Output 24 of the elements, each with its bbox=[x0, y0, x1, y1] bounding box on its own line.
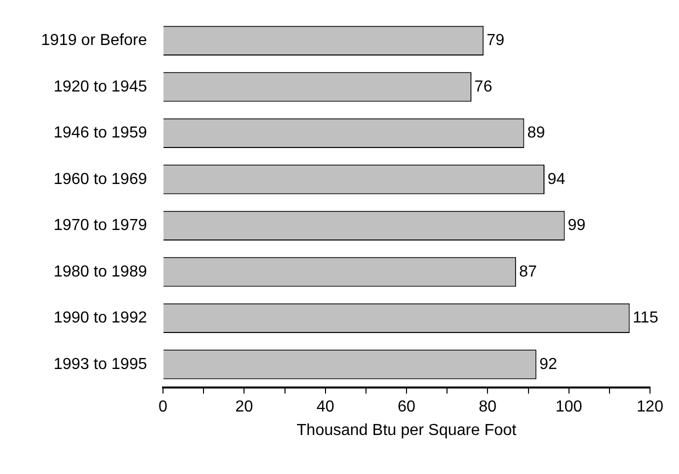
data-label: 76 bbox=[474, 78, 492, 96]
x-tick-label: 120 bbox=[636, 398, 664, 416]
y-tick-label: 1970 to 1979 bbox=[54, 217, 148, 234]
y-tick-label: 1946 to 1959 bbox=[54, 124, 148, 142]
data-label: 87 bbox=[519, 263, 537, 280]
y-tick-label: 1990 to 1992 bbox=[54, 310, 148, 327]
y-tick-label: 1919 or Before bbox=[41, 32, 148, 50]
x-axis-title: Thousand Btu per Square Foot bbox=[296, 422, 517, 439]
y-tick-label: 1980 to 1989 bbox=[54, 263, 148, 280]
y-tick-label: 1960 to 1969 bbox=[54, 170, 148, 188]
x-tick-label: 0 bbox=[158, 398, 168, 416]
x-tick-label: 20 bbox=[235, 398, 254, 416]
data-label: 99 bbox=[568, 217, 586, 234]
data-label: 92 bbox=[539, 356, 558, 373]
data-label: 89 bbox=[527, 124, 546, 142]
x-tick-label: 40 bbox=[316, 398, 334, 416]
data-label: 79 bbox=[486, 32, 505, 50]
data-label: 115 bbox=[632, 310, 658, 327]
y-tick-label: 1993 to 1995 bbox=[54, 356, 148, 373]
data-label: 94 bbox=[547, 170, 566, 188]
x-tick-label: 60 bbox=[398, 398, 416, 416]
x-tick-label: 80 bbox=[478, 398, 497, 416]
y-tick-label: 1920 to 1945 bbox=[54, 78, 148, 96]
x-tick-label: 100 bbox=[555, 398, 582, 416]
